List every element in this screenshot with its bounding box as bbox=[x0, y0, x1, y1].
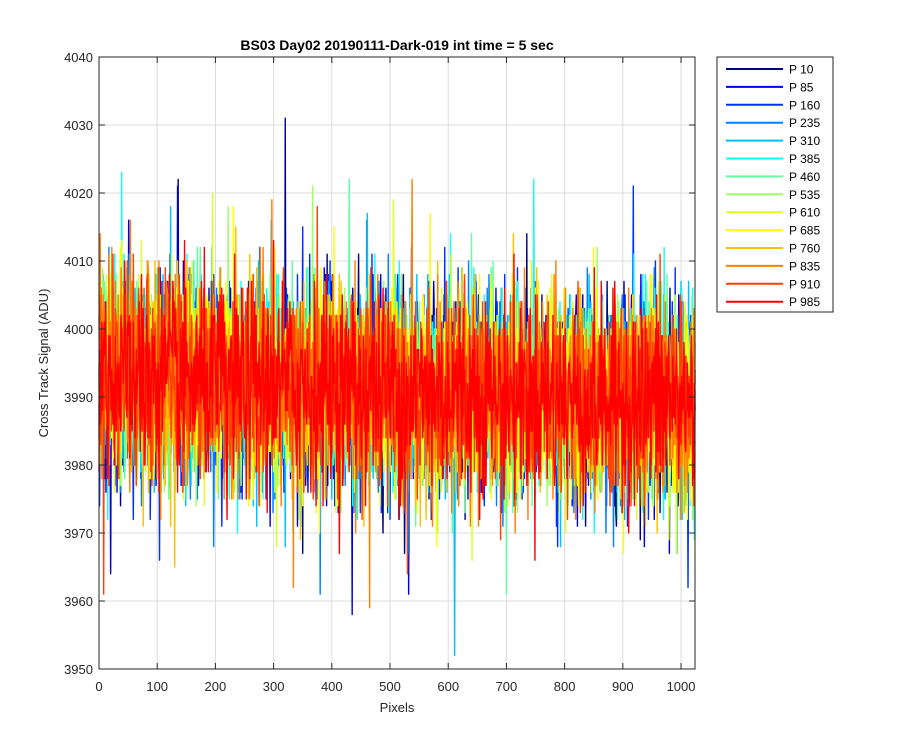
y-tick-label: 4020 bbox=[64, 186, 93, 201]
y-tick-label: 4030 bbox=[64, 118, 93, 133]
legend-entry: P 985 bbox=[726, 295, 820, 309]
legend-entry: P 535 bbox=[726, 188, 820, 202]
legend-entry: P 235 bbox=[726, 116, 820, 130]
legend-label: P 385 bbox=[789, 152, 820, 166]
x-tick-label: 800 bbox=[554, 679, 576, 694]
legend-label: P 910 bbox=[789, 277, 820, 291]
x-tick-label: 600 bbox=[437, 679, 459, 694]
legend-label: P 460 bbox=[789, 170, 820, 184]
legend: P 10 P 85 P 160 P 235 P 310 P 385 P 460 P 535 P … bbox=[726, 63, 820, 309]
legend-entry: P 85 bbox=[726, 80, 814, 94]
legend-label: P 760 bbox=[789, 242, 820, 256]
legend-label: P 985 bbox=[789, 295, 820, 309]
y-tick-label: 3990 bbox=[64, 390, 93, 405]
legend-label: P 10 bbox=[789, 63, 814, 77]
x-tick-label: 400 bbox=[321, 679, 343, 694]
legend-label: P 835 bbox=[789, 259, 820, 273]
x-axis-label: Pixels bbox=[380, 700, 415, 715]
y-tick-label: 3970 bbox=[64, 526, 93, 541]
legend-label: P 85 bbox=[789, 80, 814, 94]
x-tick-label: 0 bbox=[95, 679, 102, 694]
axes-frame bbox=[98, 56, 696, 670]
legend-label: P 235 bbox=[789, 116, 820, 130]
x-tick-labels: 0 100 200 300 400 500 600 700 800 900 1000 bbox=[95, 679, 695, 694]
legend-entry: P 610 bbox=[726, 206, 820, 220]
legend-entry: P 835 bbox=[726, 259, 820, 273]
y-axis-label: Cross Track Signal (ADU) bbox=[36, 289, 51, 438]
y-tick-label: 3980 bbox=[64, 458, 93, 473]
series-line-p985 bbox=[98, 239, 696, 561]
legend-box bbox=[716, 56, 834, 313]
x-tick-label: 500 bbox=[379, 679, 401, 694]
legend-entry: P 160 bbox=[726, 98, 820, 112]
legend-entry: P 385 bbox=[726, 152, 820, 166]
legend-label: P 310 bbox=[789, 134, 820, 148]
x-tick-label: 100 bbox=[146, 679, 168, 694]
x-tick-label: 900 bbox=[612, 679, 634, 694]
legend-label: P 685 bbox=[789, 224, 820, 238]
x-tick-label: 700 bbox=[496, 679, 518, 694]
plot-series-group bbox=[98, 117, 696, 657]
legend-entry: P 685 bbox=[726, 224, 820, 238]
legend-label: P 535 bbox=[789, 188, 820, 202]
chart-title: BS03 Day02 20190111-Dark-019 int time = … bbox=[240, 37, 553, 53]
y-tick-label: 4040 bbox=[64, 50, 93, 65]
y-tick-label: 4000 bbox=[64, 322, 93, 337]
tick-marks bbox=[98, 56, 695, 670]
legend-entry: P 760 bbox=[726, 242, 820, 256]
legend-label: P 610 bbox=[789, 206, 820, 220]
legend-entry: P 10 bbox=[726, 63, 814, 77]
y-tick-label: 4010 bbox=[64, 254, 93, 269]
y-tick-label: 3960 bbox=[64, 594, 93, 609]
x-tick-label: 300 bbox=[263, 679, 285, 694]
legend-entry: P 910 bbox=[726, 277, 820, 291]
x-tick-label: 200 bbox=[205, 679, 227, 694]
y-tick-label: 3950 bbox=[64, 662, 93, 677]
y-tick-labels: 3950 3960 3970 3980 3990 4000 4010 4020 4030 4040 bbox=[64, 50, 93, 677]
x-tick-label: 1000 bbox=[667, 679, 696, 694]
legend-entry: P 460 bbox=[726, 170, 820, 184]
legend-entry: P 310 bbox=[726, 134, 820, 148]
legend-label: P 160 bbox=[789, 98, 820, 112]
